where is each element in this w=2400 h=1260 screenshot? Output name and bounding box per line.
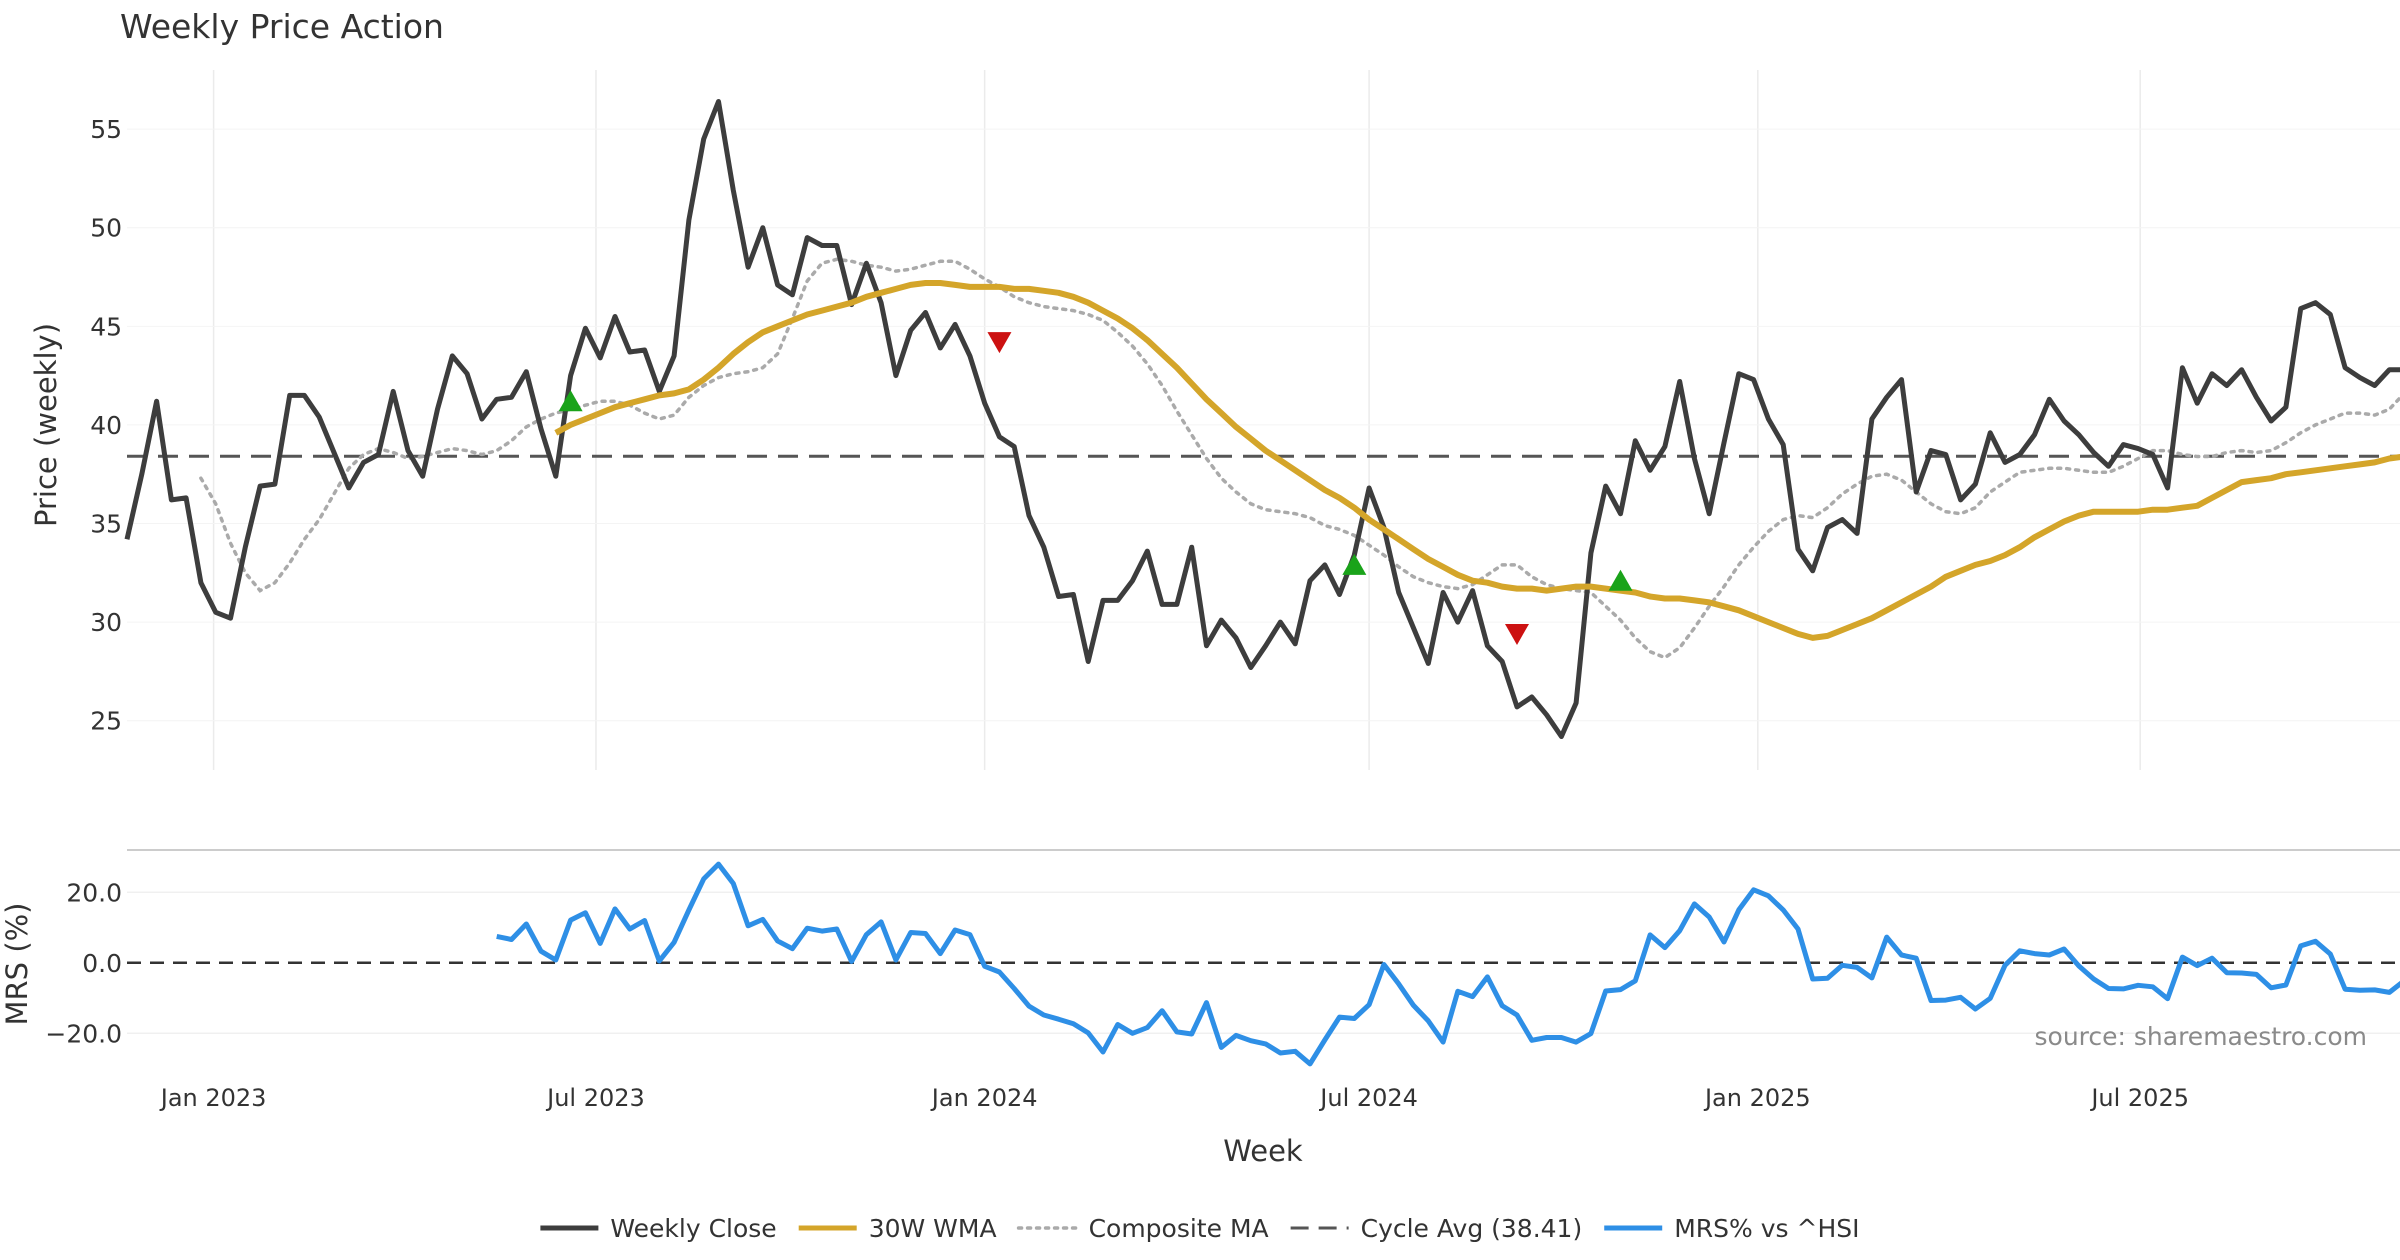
- x-tick-label: Jul 2025: [2089, 1084, 2189, 1112]
- mrs-panel: 20.0 0.0 −20.0 MRS (%) source: sharemaestr…: [0, 849, 2400, 1067]
- mrs-y-axis-label: MRS (%): [0, 903, 34, 1026]
- price-y-tick-label: 50: [90, 214, 122, 243]
- price-y-tick-label: 35: [90, 510, 122, 539]
- price-y-ticks: 25 30 35 40 45 50 55: [90, 115, 122, 736]
- chart-title: Weekly Price Action: [120, 7, 444, 46]
- price-y-tick-label: 55: [90, 115, 122, 144]
- legend: Weekly Close 30W WMA Composite MA Cycle Avg…: [540, 1214, 1860, 1243]
- sell-signal-marker: [1504, 623, 1529, 645]
- price-y-tick-label: 30: [90, 608, 122, 637]
- price-y-tick-label: 25: [90, 707, 122, 736]
- mrs-y-tick-label: 0.0: [82, 949, 122, 978]
- legend-label-composite: Composite MA: [1089, 1214, 1269, 1243]
- mrs-y-ticks: 20.0 0.0 −20.0: [45, 878, 122, 1048]
- sell-signal-marker: [987, 332, 1012, 354]
- mrs-y-tick-label: −20.0: [45, 1019, 122, 1048]
- x-axis-ticks: Jan 2023 Jul 2023 Jan 2024 Jul 2024 Jan 2025…: [159, 1084, 2189, 1112]
- x-tick-label: Jul 2024: [1318, 1084, 1418, 1112]
- buy-signal-marker: [558, 390, 583, 412]
- x-axis-label: Week: [1223, 1134, 1303, 1168]
- source-note: source: sharemaestro.com: [2035, 1022, 2368, 1051]
- legend-label-wma: 30W WMA: [869, 1214, 997, 1243]
- signal-markers: [558, 332, 1633, 645]
- mrs-grid: [127, 891, 2400, 1035]
- price-y-tick-label: 40: [90, 411, 122, 440]
- legend-label-close: Weekly Close: [610, 1214, 776, 1243]
- price-y-tick-label: 45: [90, 312, 122, 341]
- price-grid: [127, 70, 2400, 770]
- buy-signal-marker: [1608, 569, 1633, 591]
- x-tick-label: Jan 2025: [1703, 1084, 1811, 1112]
- legend-label-cycle: Cycle Avg (38.41): [1361, 1214, 1583, 1243]
- x-tick-label: Jan 2023: [159, 1084, 267, 1112]
- mrs-y-tick-label: 20.0: [66, 878, 122, 907]
- mrs-line: [496, 861, 2400, 1067]
- x-tick-label: Jul 2023: [545, 1084, 645, 1112]
- composite-ma-line: [199, 257, 2400, 660]
- price-y-axis-label: Price (weekly): [29, 323, 63, 527]
- buy-signal-marker: [1342, 553, 1367, 575]
- weekly-close-line: [124, 99, 2400, 739]
- price-panel: 25 30 35 40 45 50 55 Price (weekly): [29, 70, 2400, 770]
- legend-label-mrs: MRS% vs ^HSI: [1674, 1214, 1859, 1243]
- wma-30-line: [554, 280, 2400, 641]
- x-tick-label: Jan 2024: [930, 1084, 1038, 1112]
